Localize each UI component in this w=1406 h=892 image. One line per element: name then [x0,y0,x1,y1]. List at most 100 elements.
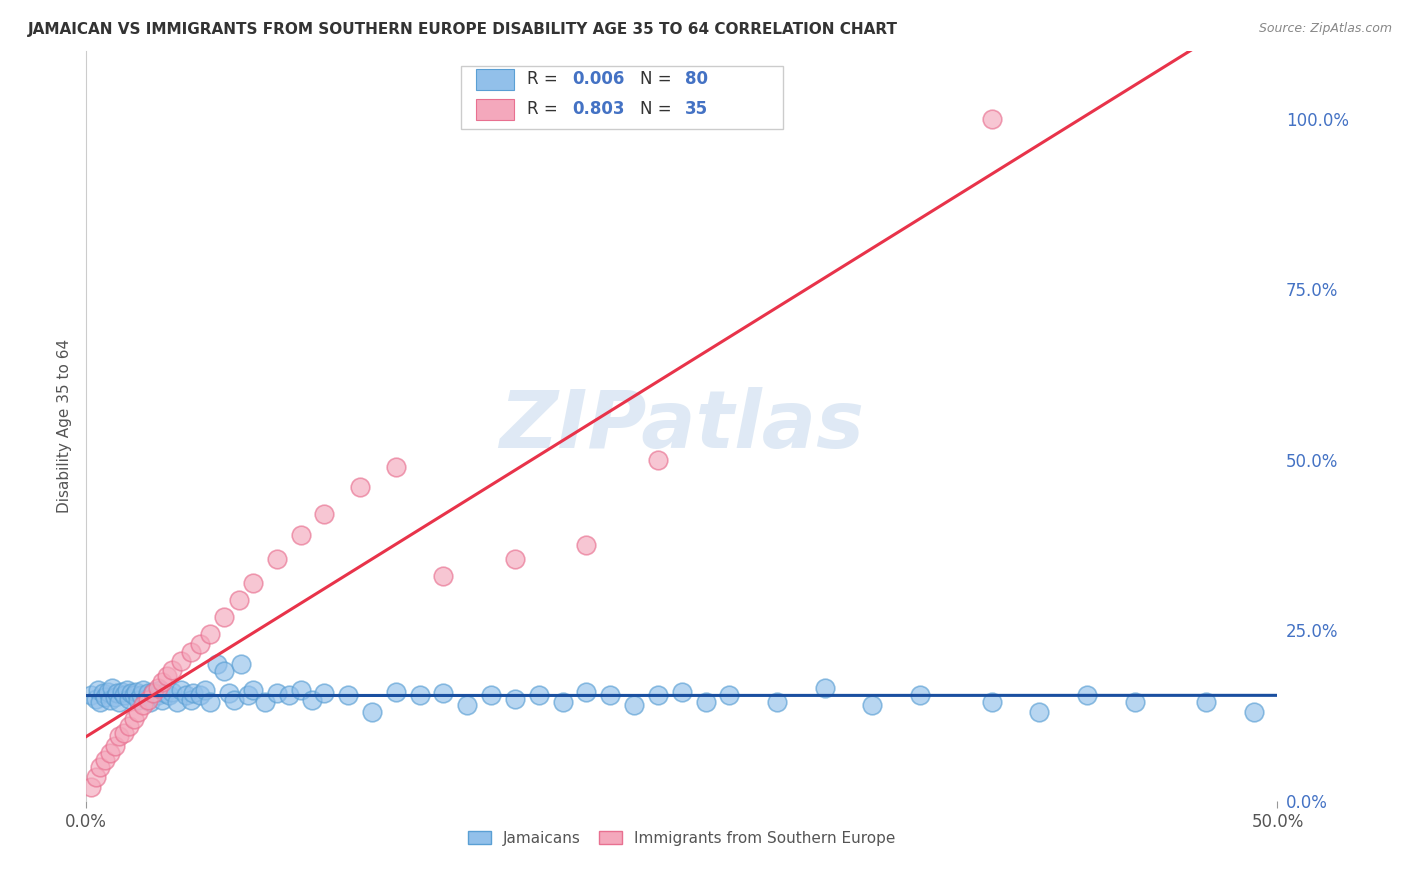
Text: ZIPatlas: ZIPatlas [499,387,865,465]
Point [149,683,172,698]
Point [1123,695,1146,709]
Point [228,592,250,607]
Point [159,688,181,702]
Point [122,688,145,702]
Point [87,683,110,698]
Point [120,686,142,700]
Point [575,538,598,552]
Point [718,688,741,702]
Point [89,760,111,774]
Point [125,685,148,699]
Text: 0.803: 0.803 [572,101,624,119]
Point [89,695,111,709]
FancyBboxPatch shape [475,99,513,120]
Point [198,627,221,641]
Point [132,698,155,713]
Point [104,739,127,754]
Point [1243,705,1265,719]
Point [115,683,138,698]
Point [80,688,103,702]
Point [301,693,323,707]
Point [198,695,221,709]
Legend: Jamaicans, Immigrants from Southern Europe: Jamaicans, Immigrants from Southern Euro… [468,830,896,846]
Point [456,698,478,713]
Point [242,575,264,590]
Point [1028,705,1050,719]
Point [349,480,371,494]
Point [290,528,312,542]
Point [205,657,228,672]
Point [128,705,150,719]
FancyBboxPatch shape [475,69,513,90]
Point [170,683,193,698]
Point [236,688,259,702]
Point [242,683,264,698]
Text: 80: 80 [685,70,709,88]
Text: JAMAICAN VS IMMIGRANTS FROM SOUTHERN EUROPE DISABILITY AGE 35 TO 64 CORRELATION : JAMAICAN VS IMMIGRANTS FROM SOUTHERN EUR… [28,22,898,37]
Point [575,685,598,699]
Point [194,683,217,698]
Point [174,688,197,702]
Point [84,691,107,706]
Point [112,725,135,739]
Point [190,688,212,702]
Point [253,695,276,709]
Text: R =: R = [527,101,562,119]
Point [980,695,1002,709]
Text: 0.006: 0.006 [572,70,624,88]
Point [122,712,145,726]
Point [98,693,121,707]
FancyBboxPatch shape [461,66,783,129]
Point [766,695,789,709]
Text: 35: 35 [685,101,709,119]
Point [111,685,134,699]
Point [112,688,135,702]
Point [96,685,118,699]
Point [146,681,169,696]
Point [108,729,131,743]
Point [671,685,693,699]
Point [432,569,454,583]
Point [118,691,141,706]
Point [146,688,169,702]
Point [180,645,202,659]
Point [860,698,883,713]
Point [551,695,574,709]
Point [599,688,621,702]
Point [695,695,717,709]
Point [647,453,669,467]
Point [98,746,121,760]
Point [361,705,384,719]
Point [432,686,454,700]
Point [266,551,288,566]
Point [408,688,430,702]
Point [84,770,107,784]
Point [1195,695,1218,709]
Point [527,688,550,702]
Point [180,693,202,707]
Point [222,693,245,707]
Point [218,686,240,700]
Y-axis label: Disability Age 35 to 64: Disability Age 35 to 64 [58,339,72,513]
Point [101,681,124,696]
Point [139,695,162,709]
Point [104,690,127,704]
Point [80,780,103,795]
Text: N =: N = [640,101,676,119]
Point [980,112,1002,126]
Point [814,681,837,696]
Point [314,508,336,522]
Point [337,688,360,702]
Point [623,698,645,713]
Text: N =: N = [640,70,676,88]
Point [156,669,179,683]
Point [150,674,173,689]
Point [503,691,526,706]
Point [91,686,114,700]
Point [385,459,408,474]
Point [266,686,288,700]
Point [385,685,408,699]
Point [277,688,299,702]
Point [142,685,165,699]
Point [214,665,236,679]
